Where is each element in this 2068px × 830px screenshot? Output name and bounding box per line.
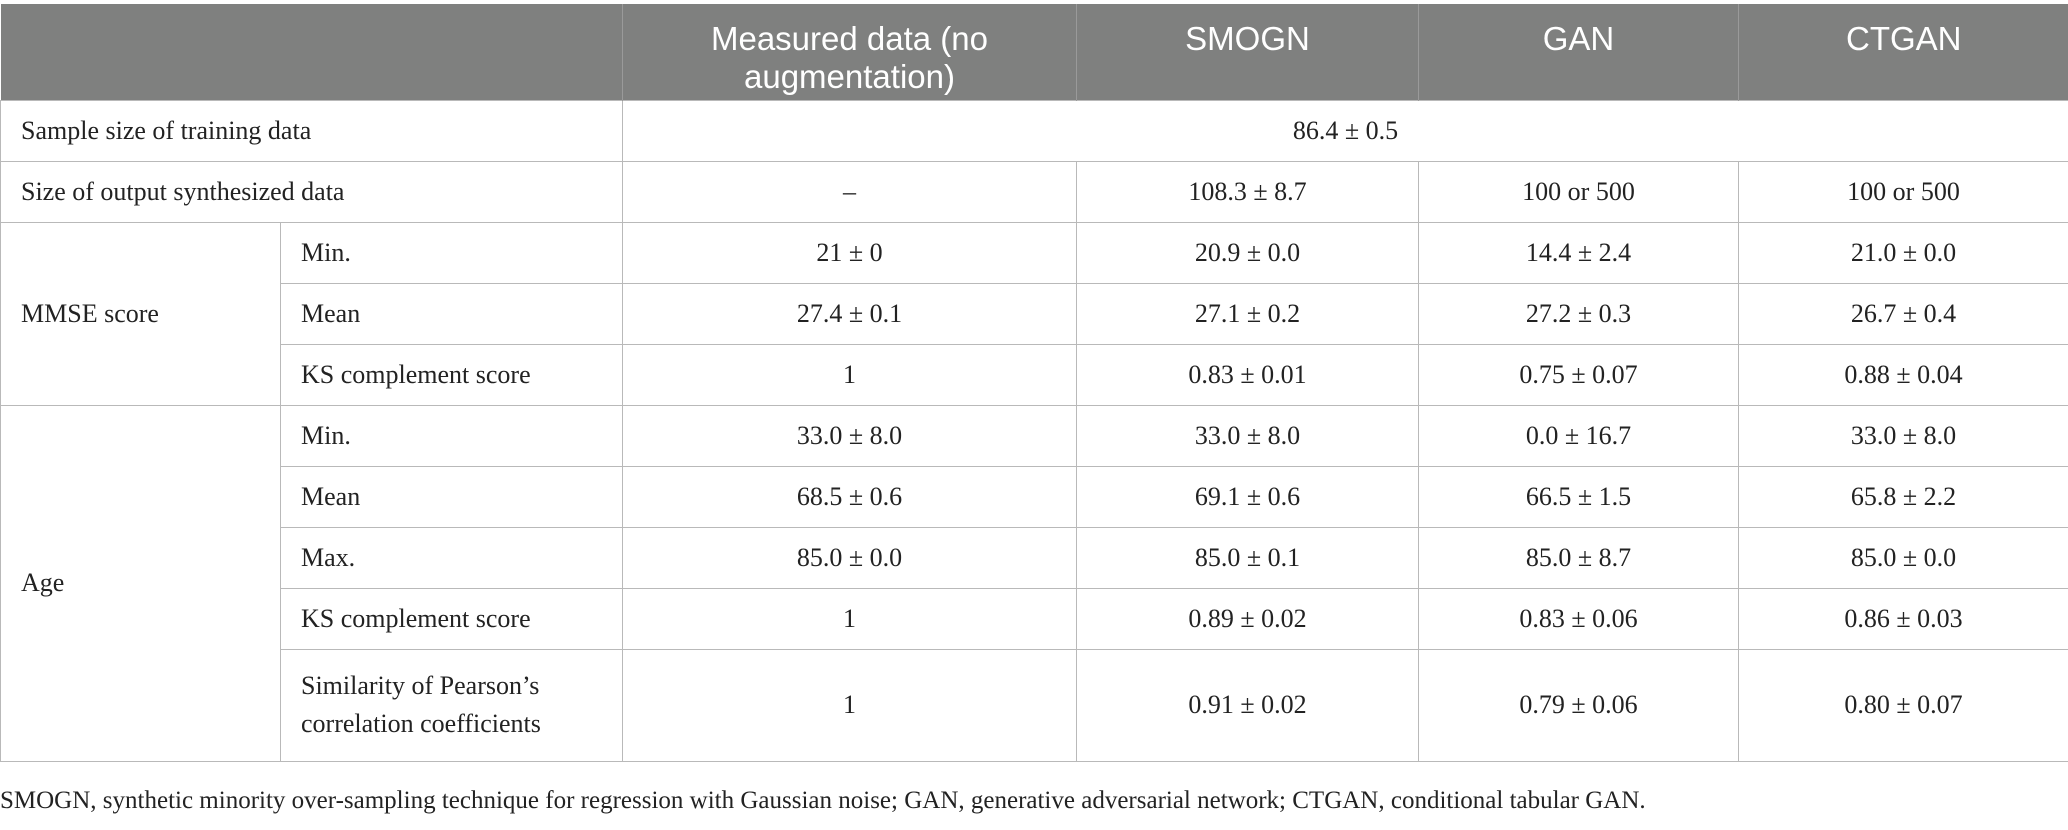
table-row: Age Min. 33.0 ± 8.0 33.0 ± 8.0 0.0 ± 16.… [0, 404, 2068, 762]
row-label-sample-size: Sample size of training data [0, 99, 623, 162]
table-cell: 69.1 ± 0.6 [1076, 465, 1419, 528]
row-label-output-size: Size of output synthesized data [0, 160, 623, 223]
table-cell: 33.0 ± 8.0 [1738, 404, 2068, 467]
table-row: Mean 68.5 ± 0.6 69.1 ± 0.6 66.5 ± 1.5 65… [1, 465, 2068, 528]
table-cell: 1 [622, 343, 1077, 406]
header-gan: GAN [1418, 4, 1739, 100]
table-cell: 85.0 ± 0.0 [1738, 526, 2068, 589]
table-cell: 27.2 ± 0.3 [1418, 282, 1739, 345]
row-label: Mean [280, 282, 623, 345]
row-label: KS complement score [280, 343, 623, 406]
table-cell: – [622, 160, 1077, 223]
table-row: Similarity of Pearson’s correlation coef… [1, 648, 2068, 762]
table-row: Sample size of training data 86.4 ± 0.5 [0, 99, 2068, 162]
cell-sample-size: 86.4 ± 0.5 [622, 99, 2068, 162]
table-cell: 21.0 ± 0.0 [1738, 221, 2068, 284]
header-measured: Measured data (no augmentation) [622, 4, 1077, 100]
row-label: Min. [280, 404, 623, 467]
table-row: Mean 27.4 ± 0.1 27.1 ± 0.2 27.2 ± 0.3 26… [1, 282, 2068, 345]
table-cell: 1 [622, 648, 1077, 762]
table-cell: 33.0 ± 8.0 [1076, 404, 1419, 467]
table-footnote: SMOGN, synthetic minority over-sampling … [0, 787, 1646, 814]
row-label: Mean [280, 465, 623, 528]
group-label-mmse: MMSE score [0, 221, 281, 406]
table-cell: 0.80 ± 0.07 [1738, 648, 2068, 762]
table-cell: 65.8 ± 2.2 [1738, 465, 2068, 528]
table-cell: 0.88 ± 0.04 [1738, 343, 2068, 406]
table-cell: 0.83 ± 0.01 [1076, 343, 1419, 406]
group-label-age: Age [0, 404, 281, 762]
header-smogn: SMOGN [1076, 4, 1419, 100]
table-cell: 0.89 ± 0.02 [1076, 587, 1419, 650]
results-table: Measured data (no augmentation) SMOGN GA… [0, 4, 2068, 762]
table-row: KS complement score 1 0.89 ± 0.02 0.83 ±… [1, 587, 2068, 650]
table-cell: 27.4 ± 0.1 [622, 282, 1077, 345]
row-label: Min. [280, 221, 623, 284]
table-cell: 68.5 ± 0.6 [622, 465, 1077, 528]
row-label: KS complement score [280, 587, 623, 650]
table-row: Size of output synthesized data – 108.3 … [0, 160, 2068, 223]
table-cell: 100 or 500 [1738, 160, 2068, 223]
table-cell: 0.83 ± 0.06 [1418, 587, 1739, 650]
table-cell: 1 [622, 587, 1077, 650]
table-cell: 14.4 ± 2.4 [1418, 221, 1739, 284]
table-body: Sample size of training data 86.4 ± 0.5 … [0, 99, 2068, 762]
table-header: Measured data (no augmentation) SMOGN GA… [0, 4, 2068, 100]
table-cell: 85.0 ± 0.0 [622, 526, 1077, 589]
table-cell: 26.7 ± 0.4 [1738, 282, 2068, 345]
table-cell: 66.5 ± 1.5 [1418, 465, 1739, 528]
row-label: Similarity of Pearson’s correlation coef… [280, 648, 623, 762]
table-cell: 20.9 ± 0.0 [1076, 221, 1419, 284]
table-cell: 108.3 ± 8.7 [1076, 160, 1419, 223]
table-row: Max. 85.0 ± 0.0 85.0 ± 0.1 85.0 ± 8.7 85… [1, 526, 2068, 589]
header-ctgan: CTGAN [1738, 4, 2068, 100]
table-cell: 0.0 ± 16.7 [1418, 404, 1739, 467]
table-cell: 0.91 ± 0.02 [1076, 648, 1419, 762]
table-cell: 21 ± 0 [622, 221, 1077, 284]
table-cell: 0.86 ± 0.03 [1738, 587, 2068, 650]
table-row: MMSE score Min. 21 ± 0 20.9 ± 0.0 14.4 ±… [0, 221, 2068, 406]
table-cell: 0.75 ± 0.07 [1418, 343, 1739, 406]
table-cell: 85.0 ± 8.7 [1418, 526, 1739, 589]
table-cell: 100 or 500 [1418, 160, 1739, 223]
table-row: KS complement score 1 0.83 ± 0.01 0.75 ±… [1, 343, 2068, 406]
table-cell: 27.1 ± 0.2 [1076, 282, 1419, 345]
table-cell: 85.0 ± 0.1 [1076, 526, 1419, 589]
table-cell: 33.0 ± 8.0 [622, 404, 1077, 467]
table-cell: 0.79 ± 0.06 [1418, 648, 1739, 762]
header-blank [0, 4, 623, 100]
row-label: Max. [280, 526, 623, 589]
